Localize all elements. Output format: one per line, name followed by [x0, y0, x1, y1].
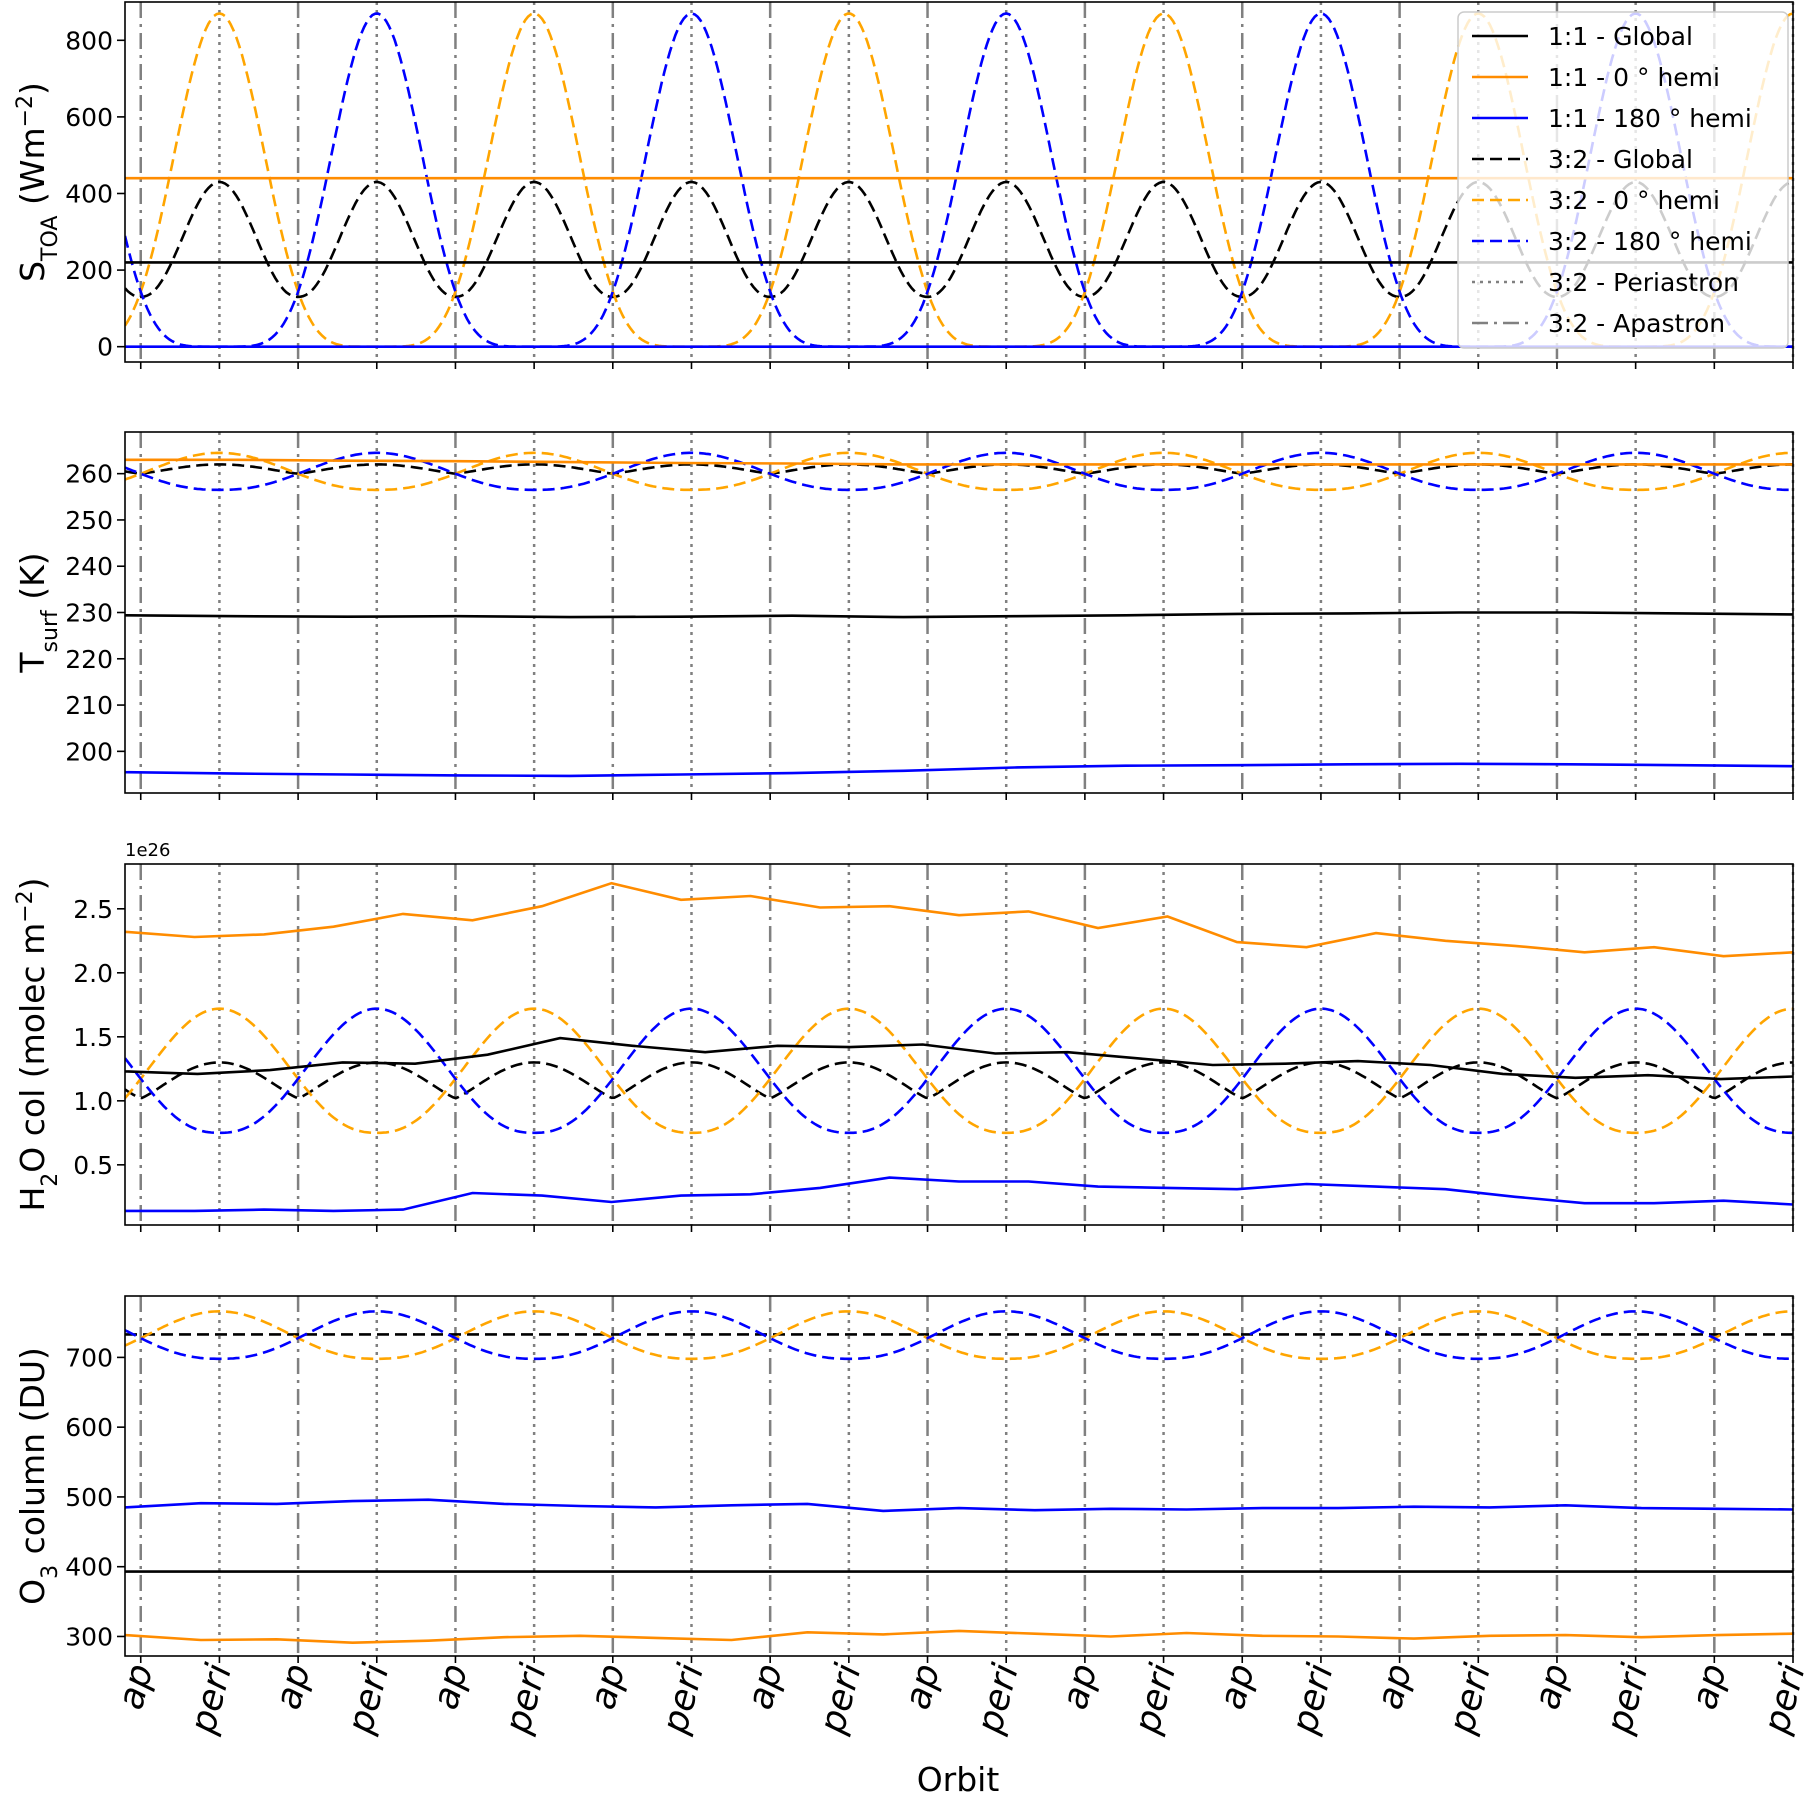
series-h0_11: [125, 881, 1793, 958]
series-h0_32: [125, 1007, 1793, 1135]
y-tick-label: 400: [65, 179, 113, 208]
y-tick-label: 240: [65, 552, 113, 581]
y-tick-label: 220: [65, 645, 113, 674]
series-h180_11: [125, 1498, 1793, 1513]
series-group: [125, 881, 1793, 1213]
series-h0_32: [125, 451, 1793, 492]
y-tick-label: 400: [65, 1553, 113, 1582]
y-axis-label: Tsurf (K): [13, 552, 63, 673]
y-label-sub: surf: [38, 609, 63, 652]
legend-label-h0_11: 1:1 - 0 ° hemi: [1548, 63, 1720, 92]
y-tick-label: 1.5: [73, 1023, 113, 1052]
y-label-end: ): [13, 82, 52, 95]
y-label-sub: TOA: [38, 216, 63, 262]
series-g32: [125, 463, 1793, 475]
y-label-tail: O col (molec m: [13, 923, 52, 1173]
legend-label-h0_32: 3:2 - 0 ° hemi: [1548, 186, 1720, 215]
y-label-sub: 2: [38, 1173, 63, 1187]
legend-label-ap: 3:2 - Apastron: [1548, 309, 1725, 338]
y-tick-label: 200: [65, 256, 113, 285]
axes-frame: [124, 1, 1794, 363]
legend-label-g32: 3:2 - Global: [1548, 145, 1693, 174]
y-label-tail: column (DU): [13, 1347, 52, 1565]
series-h180_11: [125, 1176, 1793, 1213]
axes-frame: [124, 1295, 1794, 1657]
series-h0_11: [125, 458, 1793, 466]
offset-label: 1e26: [125, 840, 170, 861]
y-label-sub: 3: [38, 1565, 63, 1579]
y-label-sup: −2: [13, 890, 38, 922]
y-label-main: O: [13, 1579, 52, 1605]
legend-label-peri: 3:2 - Periastron: [1548, 268, 1739, 297]
series-g32: [125, 1061, 1793, 1100]
y-tick-label: 210: [65, 691, 113, 720]
y-tick-label: 500: [65, 1483, 113, 1512]
y-tick-label: 600: [65, 1413, 113, 1442]
x-tick-labels: ap peri ap peri ap peri ap peri ap peri ap peri ap pe…: [110, 1660, 1807, 1739]
y-tick-label: 600: [65, 103, 113, 132]
axes-frame: [124, 863, 1794, 1226]
series-g11: [125, 1036, 1793, 1081]
legend: 1:1 - Global 1:1 - 0 ° hemi 1:1 - 180 ° he…: [1457, 11, 1789, 349]
y-tick-label: 250: [65, 506, 113, 535]
legend-label-h180_11: 1:1 - 180 ° hemi: [1548, 104, 1752, 133]
series-group: [125, 1309, 1793, 1645]
series-h180_32: [125, 1309, 1793, 1361]
series-h0_11: [125, 1629, 1793, 1645]
y-tick-label: 800: [65, 26, 113, 55]
y-label-main: H: [13, 1187, 52, 1212]
y-tick-label: 700: [65, 1343, 113, 1372]
y-axis-label: H2O col (molec m−2): [13, 877, 63, 1211]
y-label-sup: −2: [13, 95, 38, 127]
legend-label-h180_32: 3:2 - 180 ° hemi: [1548, 227, 1752, 256]
y-tick-label: 0.5: [73, 1151, 113, 1180]
y-label-tail: (Wm: [13, 127, 52, 215]
series-g11: [125, 611, 1793, 619]
legend-label-g11: 1:1 - Global: [1548, 22, 1693, 51]
y-label-tail: (K): [13, 552, 52, 610]
panel-2: 200 210 220 230 240 250 260 Tsurf (K): [13, 431, 1795, 800]
y-tick-label: 2.5: [73, 895, 113, 924]
y-tick-label: 300: [65, 1622, 113, 1651]
y-tick-label: 0: [97, 333, 113, 362]
series-h0_32: [125, 1309, 1793, 1361]
legend-box: [1457, 11, 1789, 349]
y-label-main: T: [13, 652, 52, 674]
y-axis-label: O3 column (DU): [13, 1347, 63, 1605]
y-tick-label: 230: [65, 599, 113, 628]
series-group: [125, 451, 1793, 778]
y-label-main: S: [13, 261, 52, 282]
series-h180_32: [125, 1007, 1793, 1135]
y-label-end: ): [13, 877, 52, 890]
y-tick-label: 2.0: [73, 959, 113, 988]
y-tick-label: 200: [65, 737, 113, 766]
series-h180_11: [125, 762, 1793, 778]
y-tick-label: 260: [65, 460, 113, 489]
y-axis-label: STOA (Wm−2): [13, 82, 63, 282]
y-tick-label: 1.0: [73, 1087, 113, 1116]
panel-3: 0.5 1.0 1.5 2.0 2.5 1e26 H2O col (molec m−2): [13, 840, 1795, 1232]
x-axis-label: Orbit: [917, 1760, 1000, 1799]
